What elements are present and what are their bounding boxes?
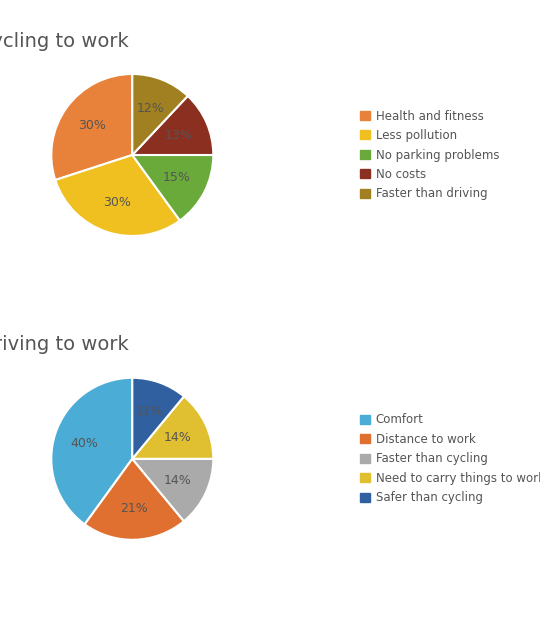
Title: Reasons for driving to work: Reasons for driving to work: [0, 335, 129, 355]
Wedge shape: [132, 155, 213, 221]
Wedge shape: [132, 459, 213, 521]
Title: Reasons for cycling to work: Reasons for cycling to work: [0, 32, 129, 51]
Wedge shape: [132, 96, 213, 155]
Text: 30%: 30%: [78, 119, 106, 132]
Wedge shape: [51, 378, 132, 525]
Wedge shape: [132, 74, 188, 155]
Legend: Comfort, Distance to work, Faster than cycling, Need to carry things to work, Sa: Comfort, Distance to work, Faster than c…: [357, 410, 540, 508]
Text: 11%: 11%: [136, 405, 163, 418]
Text: 12%: 12%: [137, 102, 165, 115]
Text: 21%: 21%: [120, 502, 148, 515]
Text: 14%: 14%: [164, 431, 192, 444]
Text: 14%: 14%: [164, 474, 192, 487]
Wedge shape: [85, 459, 184, 540]
Text: 30%: 30%: [103, 197, 131, 210]
Text: 15%: 15%: [163, 171, 191, 184]
Wedge shape: [51, 74, 132, 180]
Wedge shape: [132, 378, 184, 459]
Wedge shape: [132, 396, 213, 459]
Text: 13%: 13%: [165, 128, 192, 141]
Wedge shape: [55, 155, 180, 236]
Text: 40%: 40%: [71, 436, 98, 450]
Legend: Health and fitness, Less pollution, No parking problems, No costs, Faster than d: Health and fitness, Less pollution, No p…: [357, 106, 503, 204]
